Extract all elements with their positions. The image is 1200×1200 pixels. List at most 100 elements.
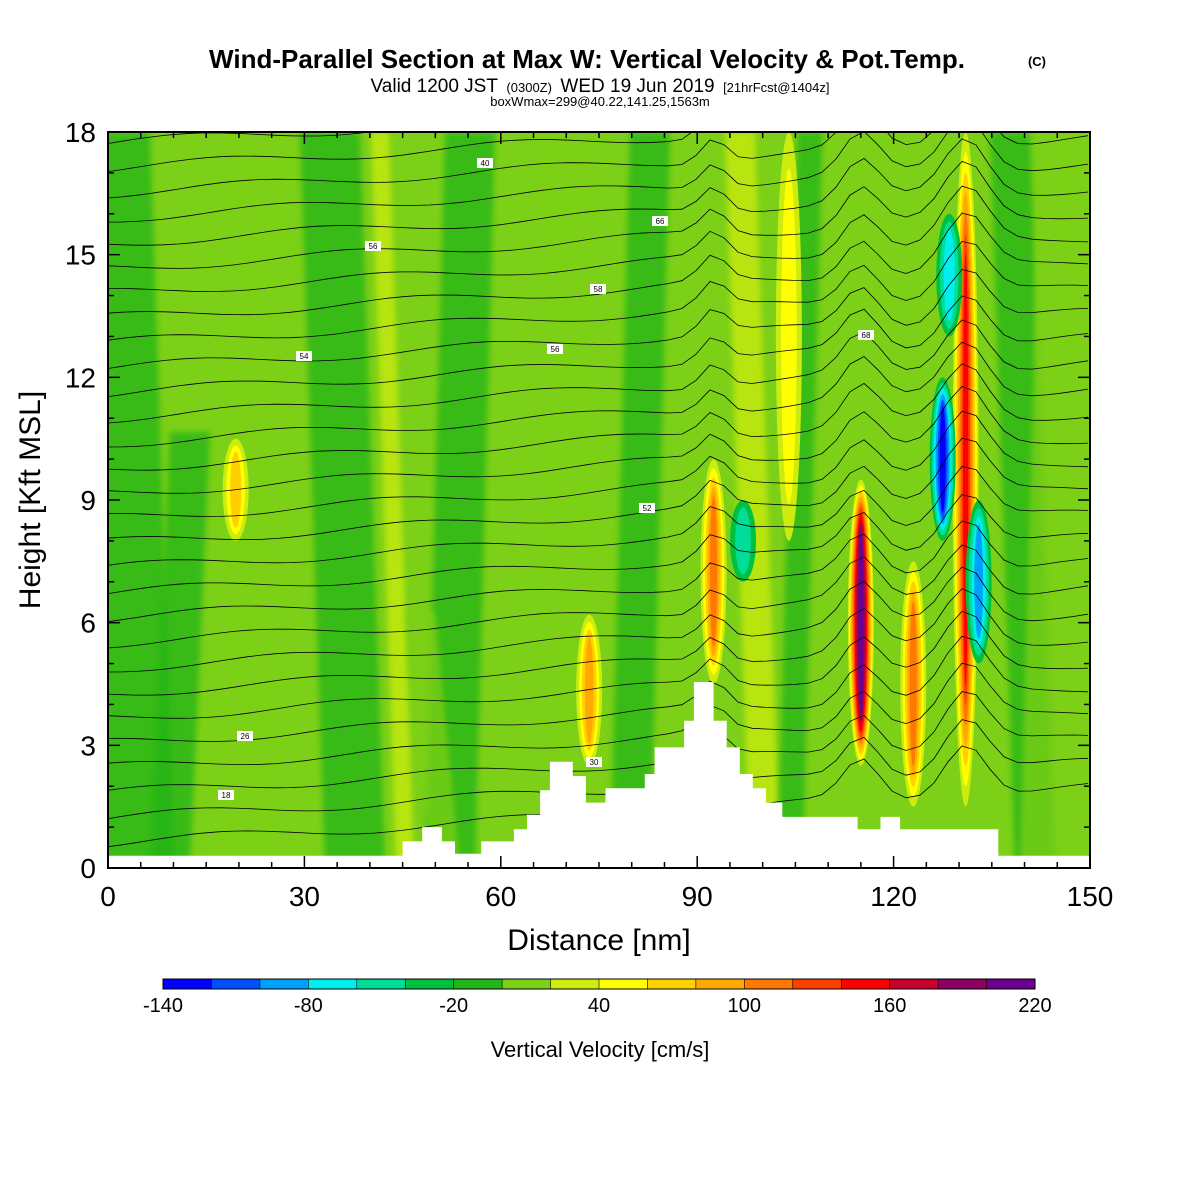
chart-title: Wind-Parallel Section at Max W: Vertical… xyxy=(209,44,965,74)
x-axis: 0 30 60 90 120 150 xyxy=(100,132,1113,912)
contour-label: 30 xyxy=(590,758,599,767)
theta-contour xyxy=(108,185,1089,292)
y-tick-label: 18 xyxy=(65,117,96,148)
colorbar-swatch xyxy=(308,979,358,989)
forecast-info: [21hrFcst@1404z] xyxy=(723,80,829,95)
theta-contour xyxy=(108,719,1089,820)
theta-contour xyxy=(108,610,1089,719)
theta-contour xyxy=(108,341,1089,448)
colorbar-swatch xyxy=(889,979,939,989)
contour-label: 58 xyxy=(594,285,603,294)
colorbar-title: Vertical Velocity [cm/s] xyxy=(491,1037,710,1062)
theta-contour xyxy=(108,132,1089,223)
y-tick-label: 15 xyxy=(65,240,96,271)
x-tick-label: 120 xyxy=(870,881,917,912)
theta-contour xyxy=(108,566,1089,673)
contour-label-box xyxy=(218,790,234,800)
colorbar-swatch xyxy=(211,979,261,989)
velocity-level xyxy=(909,601,917,767)
contour-label: 66 xyxy=(656,217,665,226)
field-streak xyxy=(1020,132,1080,868)
contour-label-box xyxy=(652,216,668,226)
field-streak xyxy=(425,132,495,868)
colorbar-swatch xyxy=(453,979,503,989)
theta-contour xyxy=(108,240,1089,341)
updraft-core xyxy=(847,479,874,766)
contour-label: 56 xyxy=(369,242,378,251)
contour-label-box xyxy=(547,344,563,354)
y-tick-label: 9 xyxy=(80,485,96,516)
colorbar-swatch xyxy=(163,979,212,989)
contour-label-box xyxy=(586,757,602,767)
theta-contour xyxy=(108,132,1089,199)
velocity-level xyxy=(735,507,751,575)
copyright-mark: (C) xyxy=(1028,54,1046,69)
theta-contour xyxy=(108,212,1089,316)
velocity-level xyxy=(584,637,594,744)
x-tick-label: 60 xyxy=(485,881,516,912)
field-streak xyxy=(610,132,670,868)
contour-label-box xyxy=(590,284,606,294)
contour-label-box xyxy=(477,158,493,168)
x-tick-label: 30 xyxy=(289,881,320,912)
valid-prefix: Valid 1200 JST xyxy=(371,76,499,97)
updraft-core xyxy=(576,614,603,766)
colorbar-swatch xyxy=(938,979,988,989)
colorbar-label: 100 xyxy=(728,995,761,1017)
colorbar-swatch xyxy=(550,979,600,989)
colorbar-swatch xyxy=(695,979,745,989)
colorbar-swatch xyxy=(405,979,455,989)
velocity-level xyxy=(943,229,955,321)
theta-contour xyxy=(108,363,1089,471)
terrain xyxy=(108,682,1090,868)
colorbar-swatch xyxy=(744,979,794,989)
theta-contour xyxy=(108,691,1089,791)
contour-label-box xyxy=(858,330,874,340)
contour-label: 18 xyxy=(222,791,231,800)
field-streak xyxy=(150,432,210,868)
colorbar-label: 160 xyxy=(873,995,906,1017)
valid-utc: (0300Z) xyxy=(506,80,552,95)
velocity-level xyxy=(781,168,797,505)
velocity-features xyxy=(222,132,992,807)
velocity-level xyxy=(974,524,984,640)
theta-contour xyxy=(108,466,1089,566)
field-streak xyxy=(725,132,780,868)
downdraft-core xyxy=(936,213,963,337)
valid-date: WED 19 Jun 2019 xyxy=(560,76,714,97)
contour-label-box xyxy=(237,731,253,741)
contour-label: 52 xyxy=(643,504,652,513)
field-streak xyxy=(300,132,385,868)
downdraft-core xyxy=(929,377,956,541)
theta-contour xyxy=(108,319,1089,424)
field-streak xyxy=(108,132,175,868)
contour-label: 68 xyxy=(862,331,871,340)
updraft-core xyxy=(900,561,927,807)
x-tick-label: 150 xyxy=(1067,881,1114,912)
colorbar-swatch xyxy=(356,979,406,989)
field-streak xyxy=(205,132,295,868)
colorbar-swatch xyxy=(841,979,891,989)
contour-label: 56 xyxy=(551,345,560,354)
colorbar-swatch xyxy=(792,979,842,989)
x-axis-label: Distance [nm] xyxy=(507,924,690,957)
colorbar-label: -80 xyxy=(294,995,323,1017)
theta-contour xyxy=(108,494,1089,594)
y-axis-label: Height [Kft MSL] xyxy=(14,391,47,609)
colorbar-label: 40 xyxy=(588,995,610,1017)
y-tick-label: 3 xyxy=(80,730,96,761)
plot-area: 40 56 58 54 56 66 68 52 26 18 30 xyxy=(108,132,1090,868)
colorbar-swatch xyxy=(259,979,309,989)
colorbar-label: -20 xyxy=(439,995,468,1017)
theta-contour xyxy=(108,662,1089,766)
theta-contour xyxy=(108,588,1089,696)
theta-contour xyxy=(108,138,1089,246)
y-axis: 0 3 6 9 12 15 18 xyxy=(65,117,1090,884)
contour-label: 40 xyxy=(481,159,490,168)
x-tick-label: 0 xyxy=(100,881,116,912)
velocity-level xyxy=(858,535,863,710)
colorbar-swatch xyxy=(502,979,552,989)
downdraft-core xyxy=(965,500,992,664)
contour-label-box xyxy=(296,351,312,361)
theta-contour xyxy=(108,132,693,172)
